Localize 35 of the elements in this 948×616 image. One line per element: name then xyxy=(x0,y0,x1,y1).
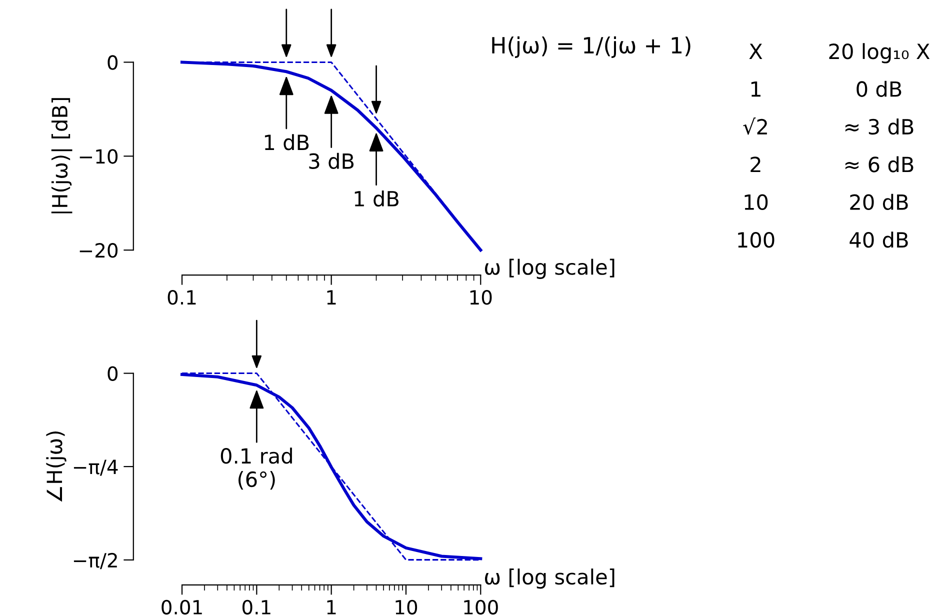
text: H(jω) = 1/(jω + 1) xyxy=(492,36,690,58)
y-tick-label: 0 xyxy=(108,55,118,70)
annotation: 1 dB xyxy=(354,190,398,207)
x-tick-label: 1 xyxy=(327,290,336,304)
text: 100 xyxy=(738,232,774,248)
text: 40 dB xyxy=(850,232,908,248)
x-tick-label: 10 xyxy=(396,600,418,615)
x-tick-label: 100 xyxy=(464,600,498,615)
y-tick-label: −π/2 xyxy=(74,552,117,570)
x-tick-label: 0.01 xyxy=(162,600,202,615)
x-axis-title: ω [log scale] xyxy=(484,258,614,279)
text: 20 log₁₀ X xyxy=(829,43,930,64)
text: 1 xyxy=(751,81,760,97)
y-tick-label: 0 xyxy=(108,366,118,381)
x-tick-label: 1 xyxy=(327,600,336,614)
text: ≈ 6 dB xyxy=(845,156,914,172)
x-tick-label: 10 xyxy=(470,290,492,305)
y-axis-title: ∠H(jω) xyxy=(46,431,66,502)
text: √2 xyxy=(743,117,767,135)
x-tick-label: 0.1 xyxy=(242,600,270,615)
text: 2 xyxy=(750,156,760,172)
x-axis-title: ω [log scale] xyxy=(484,568,614,589)
y-axis-title: |H(jω)| [dB] xyxy=(51,98,72,214)
text: X xyxy=(749,44,762,59)
annotation: 0.1 rad (6°) xyxy=(220,448,292,490)
annotation: 3 dB xyxy=(309,152,354,170)
x-tick-label: 0.1 xyxy=(168,290,196,305)
y-tick-label: −10 xyxy=(80,149,118,164)
text: ≈ 3 dB xyxy=(845,118,914,135)
annotation: 1 dB xyxy=(264,134,309,150)
y-tick-label: −20 xyxy=(80,243,118,258)
y-tick-label: −π/4 xyxy=(74,460,118,476)
text: 20 dB xyxy=(850,194,908,210)
text: 0 dB xyxy=(856,80,902,97)
text: 10 xyxy=(744,194,768,210)
